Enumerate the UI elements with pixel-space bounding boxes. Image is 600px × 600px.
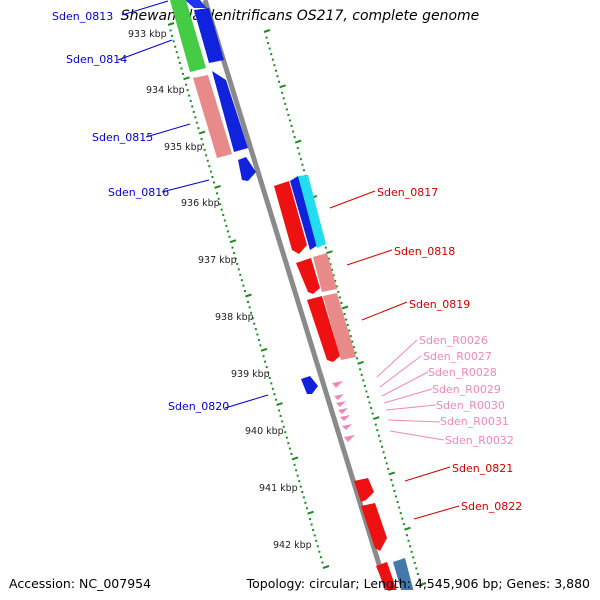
gene-Sden_0817[interactable]	[290, 176, 318, 250]
scale-tick-major	[388, 471, 396, 476]
gene-label[interactable]: Sden_R0029	[432, 383, 501, 396]
scale-tick-major	[326, 250, 333, 255]
gene-Sden_R0028[interactable]	[336, 401, 346, 407]
scale-label: 933 kbp	[128, 29, 167, 40]
gene-label[interactable]: Sden_0821	[452, 462, 513, 475]
gene-Sden_R0031[interactable]	[342, 424, 352, 430]
scale-tick-major	[167, 22, 175, 26]
scale-tick-major	[372, 416, 380, 421]
gene-label[interactable]: Sden_R0031	[440, 415, 509, 428]
scale-label: 935 kbp	[164, 142, 203, 153]
scale-label: 936 kbp	[181, 198, 220, 209]
gene-label[interactable]: Sden_R0030	[436, 399, 505, 412]
scale-label: 939 kbp	[231, 369, 270, 380]
scale-label: 938 kbp	[215, 312, 254, 323]
gene-label[interactable]: Sden_0813	[52, 10, 113, 23]
gene-Sden_0817-red[interactable]	[274, 181, 307, 254]
gene-label[interactable]: Sden_0816	[108, 186, 169, 199]
gene-Sden_0821[interactable]	[354, 478, 374, 502]
gene-Sden_R0026[interactable]	[332, 381, 343, 388]
scale-tick-major	[279, 84, 286, 89]
gene-label[interactable]: Sden_0820	[168, 400, 229, 413]
gene-bottom-steel[interactable]	[393, 558, 416, 600]
gene-label[interactable]: Sden_0819	[409, 298, 470, 311]
gene-label[interactable]: Sden_0815	[92, 131, 153, 144]
bottom-white-gap	[370, 590, 430, 600]
scale-label: 942 kbp	[273, 540, 312, 551]
gene-Sden_0818[interactable]	[313, 253, 337, 292]
scale-track-left	[167, 22, 330, 569]
scale-track-right	[263, 29, 427, 586]
scale-tick-major	[322, 565, 330, 569]
gene-Sden_R0029[interactable]	[338, 408, 348, 414]
scale-tick-major	[404, 526, 411, 531]
scale-tick-major	[276, 402, 283, 407]
gene-label[interactable]: Sden_R0026	[419, 334, 488, 347]
gene-label[interactable]: Sden_0814	[66, 53, 127, 66]
scale-label: 941 kbp	[259, 483, 298, 494]
gene-Sden_0822[interactable]	[361, 503, 387, 551]
gene-Sden_0818-red[interactable]	[296, 258, 320, 294]
gene-Sden_R0027[interactable]	[334, 394, 344, 400]
gene-Sden_0815-pink[interactable]	[193, 75, 232, 158]
gene-Sden_0814[interactable]	[194, 8, 224, 63]
gene-features	[170, 0, 430, 600]
scale-tick-major	[229, 239, 237, 244]
accession-text: Accession: NC_007954	[9, 576, 152, 591]
scale-tick-major	[214, 184, 221, 189]
scale-tick-major	[357, 360, 364, 365]
gene-label[interactable]: Sden_R0032	[445, 434, 514, 447]
gene-Sden_0813[interactable]	[185, 0, 207, 8]
scale-label: 934 kbp	[146, 85, 185, 96]
gene-label[interactable]: Sden_R0028	[428, 366, 497, 379]
scale-tick-major	[245, 293, 252, 298]
scale-tick-major	[198, 130, 206, 135]
scale-tick-major	[294, 139, 302, 144]
scale-label: 940 kbp	[245, 426, 284, 437]
scale-tick-major	[183, 76, 190, 81]
scale-labels: 933 kbp 934 kbp 935 kbp 936 kbp 937 kbp …	[128, 29, 312, 551]
gene-Sden_R0032[interactable]	[344, 435, 355, 442]
genome-backbone	[202, 0, 393, 600]
gene-labels: Sden_0813 Sden_0814 Sden_0815 Sden_0816 …	[52, 10, 522, 513]
scale-tick-major	[341, 305, 349, 310]
scale-tick-major	[260, 347, 268, 352]
gene-label[interactable]: Sden_0817	[377, 186, 438, 199]
gene-Sden_0819-red[interactable]	[307, 296, 340, 362]
scale-tick-major	[307, 510, 314, 515]
gene-Sden_0814-green[interactable]	[170, 0, 206, 72]
scale-tick-major	[263, 29, 271, 33]
gene-Sden_0820[interactable]	[301, 376, 318, 394]
gene-label[interactable]: Sden_0818	[394, 245, 455, 258]
gene-label[interactable]: Sden_0822	[461, 500, 522, 513]
gene-Sden_0815[interactable]	[212, 71, 248, 152]
gene-Sden_R0030[interactable]	[340, 415, 350, 421]
scale-label: 937 kbp	[198, 255, 237, 266]
scale-tick-major	[291, 456, 299, 461]
gene-Sden_0816[interactable]	[238, 157, 256, 181]
topology-text: Topology: circular; Length: 4,545,906 bp…	[246, 576, 590, 591]
gene-label[interactable]: Sden_R0027	[423, 350, 492, 363]
gene-Sden_0817-cyan[interactable]	[298, 175, 326, 248]
leader-lines	[117, 0, 460, 520]
gene-Sden_0819[interactable]	[323, 293, 356, 360]
scale-tick-major	[419, 582, 427, 586]
